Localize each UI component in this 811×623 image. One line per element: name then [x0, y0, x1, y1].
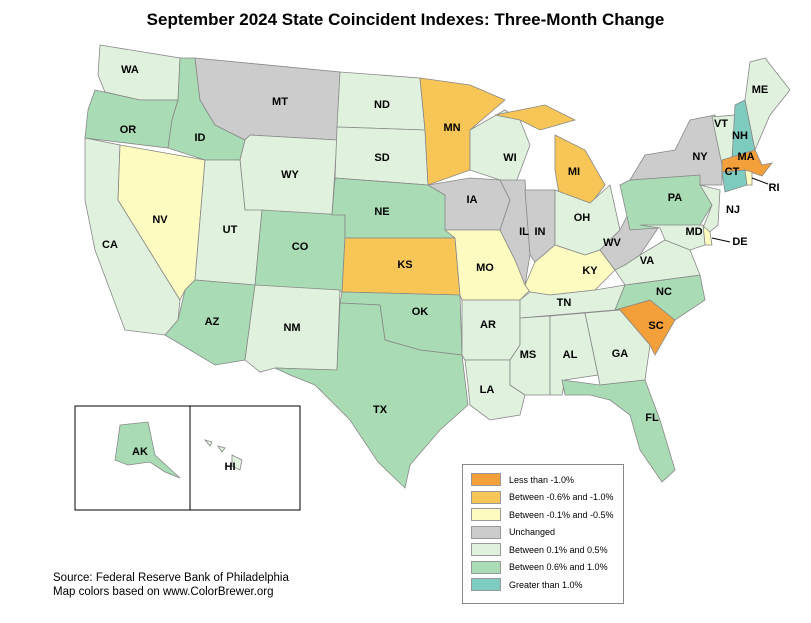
- state-ak[interactable]: [114, 421, 181, 479]
- state-mi[interactable]: [494, 104, 577, 131]
- state-label-ks: KS: [397, 259, 412, 271]
- state-label-ky: KY: [582, 265, 598, 277]
- legend-item: Between 0.6% and 1.0%: [471, 559, 623, 577]
- state-label-fl: FL: [645, 412, 659, 424]
- legend-item: Unchanged: [471, 524, 623, 542]
- legend-label: Unchanged: [509, 527, 556, 538]
- legend-label: Greater than 1.0%: [509, 579, 583, 590]
- state-label-tn: TN: [557, 297, 572, 309]
- legend-swatch: [471, 578, 501, 592]
- state-label-wv: WV: [603, 237, 621, 249]
- state-label-wi: WI: [503, 152, 516, 164]
- state-label-mo: MO: [476, 262, 494, 274]
- state-label-ne: NE: [374, 206, 389, 218]
- state-label-ok: OK: [412, 306, 429, 318]
- colorbrewer-line: Map colors based on www.ColorBrewer.org: [53, 586, 274, 598]
- source-line: Source: Federal Reserve Bank of Philadel…: [53, 572, 289, 584]
- state-label-ms: MS: [520, 349, 537, 361]
- state-label-wy: WY: [281, 169, 299, 181]
- leader-line-de: [711, 237, 731, 243]
- state-pa[interactable]: [619, 174, 713, 231]
- state-label-md: MD: [685, 226, 702, 238]
- state-label-sc: SC: [648, 320, 663, 332]
- legend-label: Between 0.6% and 1.0%: [509, 562, 608, 573]
- state-label-ak: AK: [132, 446, 148, 458]
- state-hi[interactable]: [231, 454, 243, 471]
- state-label-ga: GA: [612, 348, 629, 360]
- legend-swatch: [471, 525, 501, 539]
- state-label-mt: MT: [272, 96, 288, 108]
- legend-item: Between -0.6% and -1.0%: [471, 489, 623, 507]
- legend-item: Greater than 1.0%: [471, 576, 623, 594]
- state-label-vt: VT: [714, 118, 728, 130]
- state-label-oh: OH: [574, 212, 591, 224]
- state-label-co: CO: [292, 241, 309, 253]
- state-tx[interactable]: [274, 302, 469, 489]
- state-label-tx: TX: [373, 404, 388, 416]
- source-note: Source: Federal Reserve Bank of Philadel…: [53, 571, 289, 599]
- state-label-sd: SD: [374, 152, 389, 164]
- state-label-mi: MI: [568, 166, 580, 178]
- state-wi[interactable]: [469, 109, 531, 186]
- state-label-ma: MA: [737, 151, 754, 163]
- legend-swatch: [471, 508, 501, 522]
- state-label-nc: NC: [656, 286, 672, 298]
- state-label-ct: CT: [725, 166, 740, 178]
- map-title: September 2024 State Coincident Indexes:…: [146, 10, 665, 29]
- legend: Less than -1.0% Between -0.6% and -1.0% Be…: [462, 464, 624, 604]
- state-label-ca: CA: [102, 239, 118, 251]
- state-label-de: DE: [732, 236, 747, 248]
- state-label-al: AL: [563, 349, 578, 361]
- legend-label: Less than -1.0%: [509, 474, 575, 485]
- state-ny[interactable]: [629, 114, 723, 186]
- state-label-mn: MN: [443, 122, 460, 134]
- state-label-ut: UT: [223, 224, 238, 236]
- state-label-id: ID: [195, 132, 206, 144]
- legend-swatch: [471, 490, 501, 504]
- legend-item: Between 0.1% and 0.5%: [471, 541, 623, 559]
- legend-swatch: [471, 473, 501, 487]
- state-hi[interactable]: [203, 439, 213, 447]
- legend-item: Less than -1.0%: [471, 471, 623, 489]
- state-label-il: IL: [519, 226, 529, 238]
- state-label-ri: RI: [769, 182, 780, 194]
- state-label-pa: PA: [668, 192, 683, 204]
- legend-label: Between -0.6% and -1.0%: [509, 492, 614, 503]
- legend-swatch: [471, 543, 501, 557]
- state-fl[interactable]: [561, 379, 676, 483]
- state-label-nd: ND: [374, 99, 390, 111]
- state-label-ar: AR: [480, 319, 496, 331]
- state-label-me: ME: [752, 84, 769, 96]
- state-label-hi: HI: [225, 461, 236, 473]
- state-label-az: AZ: [205, 316, 220, 328]
- state-label-in: IN: [535, 226, 546, 238]
- leader-line-ri: [751, 177, 769, 185]
- state-label-wa: WA: [121, 64, 139, 76]
- legend-label: Between -0.1% and -0.5%: [509, 509, 614, 520]
- state-label-ia: IA: [467, 194, 478, 206]
- legend-label: Between 0.1% and 0.5%: [509, 544, 608, 555]
- hawaii-inset-frame: [189, 405, 301, 511]
- state-label-ny: NY: [692, 151, 708, 163]
- legend-item: Between -0.1% and -0.5%: [471, 506, 623, 524]
- state-ri[interactable]: [744, 169, 753, 186]
- state-label-la: LA: [480, 384, 495, 396]
- state-label-or: OR: [120, 124, 137, 136]
- state-label-nj: NJ: [726, 204, 740, 216]
- state-md[interactable]: [639, 224, 706, 251]
- state-label-nh: NH: [732, 130, 748, 142]
- state-label-nv: NV: [152, 214, 168, 226]
- state-wa[interactable]: [97, 44, 181, 101]
- state-label-va: VA: [640, 255, 655, 267]
- state-label-nm: NM: [283, 322, 300, 334]
- state-hi[interactable]: [217, 445, 226, 453]
- legend-swatch: [471, 560, 501, 574]
